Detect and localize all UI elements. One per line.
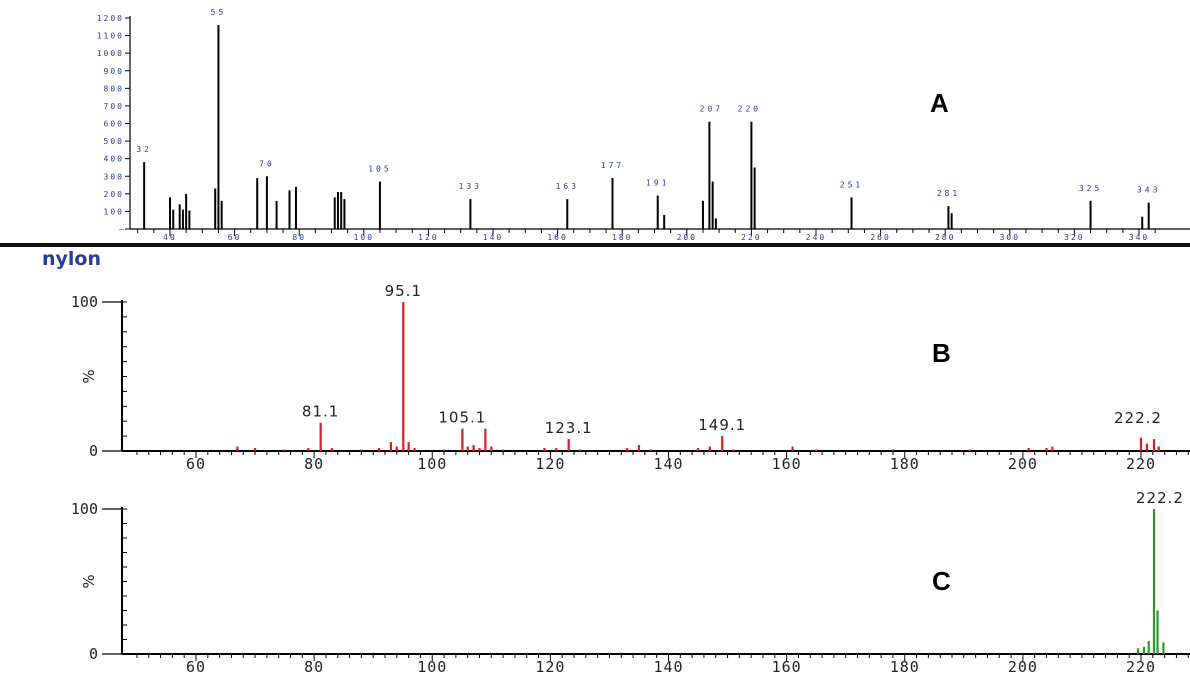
panel-a-x-tick-label: 120 [418, 233, 438, 242]
panel-a-peak-label: 191 [646, 179, 669, 188]
panel-a-y-tick-label: 600 [104, 120, 124, 129]
panel-c-x-tick-label: 140 [653, 658, 683, 676]
panel-b-peak-label: 123.1 [545, 419, 593, 437]
panel-a-y-tick-label: 100 [104, 207, 124, 216]
panel-b-x-tick-label: 80 [304, 455, 324, 473]
panel-a-x-tick-label: 180 [612, 233, 632, 242]
panel-b-x-tick-label: 200 [1008, 455, 1038, 473]
panel-b-peak-label: 81.1 [302, 403, 339, 421]
panel-a-peak-label: 177 [601, 161, 624, 170]
panel-c-y-tick-label: 100 [71, 500, 98, 518]
panel-a-x-tick-label: 240 [806, 233, 826, 242]
panel-b-y-tick-label: 100 [71, 293, 98, 311]
panel-c-peak-label: 222.2 [1136, 489, 1184, 507]
panel-c-x-tick-label: 100 [417, 658, 447, 676]
panel-a-peak-label: 251 [840, 180, 863, 189]
panel-a-peak-label: 207 [700, 105, 723, 114]
panel-b-x-tick-label: 220 [1126, 455, 1156, 473]
panel-c-x-tick-label: 60 [186, 658, 206, 676]
panel-a-peak-label: 32 [136, 145, 152, 154]
panel-a-x-tick-label: 300 [1000, 233, 1020, 242]
panel-a-x-tick-label: 60 [228, 233, 242, 242]
panel-b-x-tick-label: 180 [890, 455, 920, 473]
panel-a-label: A [930, 88, 949, 118]
panel-a-y-tick-label: — [119, 225, 124, 234]
panel-a-y-tick-label: 400 [104, 155, 124, 164]
panel-a-x-tick-label: 200 [677, 233, 697, 242]
panel-c-label: C [932, 566, 951, 596]
panel-b-y-axis-label: % [80, 369, 98, 383]
panel-a-y-tick-label: 1000 [97, 49, 124, 58]
panel-a-y-tick-label: 300 [104, 172, 124, 181]
panel-a-peak-label: 133 [459, 182, 482, 191]
panel-c-x-tick-label: 200 [1008, 658, 1038, 676]
panel-b-x-tick-label: 100 [417, 455, 447, 473]
panel-a-peak-label: 55 [211, 8, 227, 17]
panel-c-x-tick-label: 220 [1126, 658, 1156, 676]
panel-c-y-axis-label: % [80, 574, 98, 588]
panel-b-x-tick-label: 120 [535, 455, 565, 473]
panel-a-y-tick-label: 500 [104, 137, 124, 146]
panel-b-label: B [932, 338, 951, 368]
panel-a-x-tick-label: 40 [163, 233, 177, 242]
panel-c-y-tick-label: 0 [89, 645, 98, 663]
panel-b-peak-label: 149.1 [698, 416, 746, 434]
panel-a-peak-label: 325 [1079, 184, 1102, 193]
panel-a-peak-label: 163 [556, 182, 579, 191]
panel-a-x-tick-label: 160 [547, 233, 567, 242]
panel-c-x-tick-label: 160 [772, 658, 802, 676]
panel-a-y-tick-label: 700 [104, 102, 124, 111]
panel-a-x-tick-label: 80 [292, 233, 306, 242]
panel-a-x-tick-label: 280 [935, 233, 955, 242]
panel-c-x-tick-label: 180 [890, 658, 920, 676]
panel-b-x-tick-label: 60 [186, 455, 206, 473]
panel-a-peak-label: 220 [738, 105, 761, 114]
panel-b-x-tick-label: 160 [772, 455, 802, 473]
panel-divider [0, 243, 1190, 247]
panel-b-peak-label: 222.2 [1114, 409, 1162, 427]
section-label: nylon [42, 248, 102, 270]
panel-a-x-tick-label: 140 [483, 233, 503, 242]
panel-c-x-tick-label: 80 [304, 658, 324, 676]
panel-b-y-tick-label: 0 [89, 442, 98, 460]
panel-a-x-tick-label: 320 [1064, 233, 1084, 242]
panel-a-y-tick-label: 1100 [97, 32, 124, 41]
panel-a-peak-label: 343 [1137, 186, 1160, 195]
panel-a-x-tick-label: 220 [741, 233, 761, 242]
panel-a-y-tick-label: 800 [104, 84, 124, 93]
panel-a-peak-label: 105 [368, 165, 391, 174]
panel-b-x-tick-label: 140 [653, 455, 683, 473]
panel-a-x-tick-label: 340 [1129, 233, 1149, 242]
panel-a-y-tick-label: 200 [104, 190, 124, 199]
panel-a-peak-label: 281 [937, 189, 960, 198]
panel-a-x-tick-label: 100 [354, 233, 374, 242]
panel-a-peak-label: 70 [259, 159, 275, 168]
panel-b-peak-label: 95.1 [385, 282, 422, 300]
panel-b-peak-label: 105.1 [438, 409, 486, 427]
panel-a-x-tick-label: 260 [870, 233, 890, 242]
panel-c-x-tick-label: 120 [535, 658, 565, 676]
panel-a-y-tick-label: 900 [104, 67, 124, 76]
panel-a-y-tick-label: 1200 [97, 14, 124, 23]
